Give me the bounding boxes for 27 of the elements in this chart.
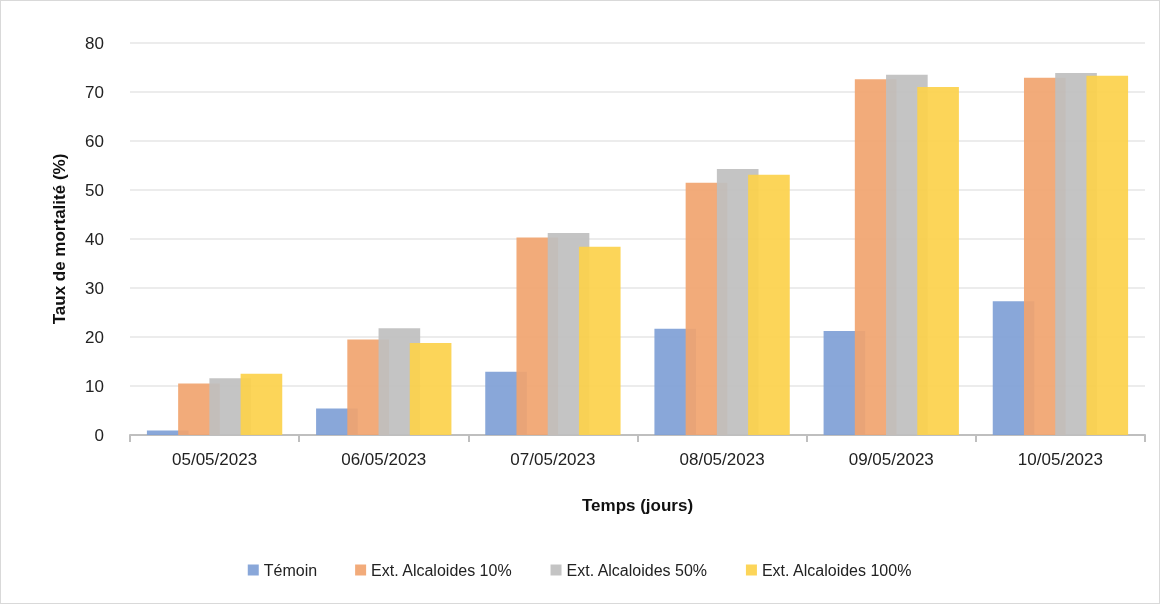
legend-label: Ext. Alcaloides 10% bbox=[371, 561, 512, 579]
x-tick-label: 10/05/2023 bbox=[1017, 450, 1103, 469]
bar bbox=[240, 373, 283, 435]
legend-label: Témoin bbox=[263, 561, 318, 579]
y-tick-label: 20 bbox=[85, 327, 104, 347]
x-tick-label: 07/05/2023 bbox=[510, 450, 596, 469]
y-axis-title: Taux de mortalité (%) bbox=[50, 153, 69, 325]
legend-label: Ext. Alcaloides 50% bbox=[566, 561, 708, 579]
x-axis-title: Temps (jours) bbox=[581, 496, 694, 515]
y-tick-label: 10 bbox=[85, 376, 104, 396]
x-tick-label: 06/05/2023 bbox=[341, 450, 427, 469]
x-tick-label: 08/05/2023 bbox=[679, 450, 765, 469]
y-tick-label: 50 bbox=[85, 180, 104, 200]
bar bbox=[409, 342, 452, 435]
legend-label: Ext. Alcaloides 100% bbox=[761, 561, 912, 579]
x-tick-label: 05/05/2023 bbox=[172, 450, 258, 469]
bar bbox=[748, 174, 790, 435]
bar bbox=[578, 246, 621, 435]
y-tick-label: 80 bbox=[85, 33, 104, 53]
y-tick-label: 60 bbox=[85, 131, 104, 151]
y-tick-label: 30 bbox=[85, 278, 104, 298]
y-tick-label: 70 bbox=[85, 82, 104, 102]
bar bbox=[1086, 75, 1129, 435]
x-tick-label: 09/05/2023 bbox=[848, 450, 934, 469]
bar bbox=[917, 87, 959, 435]
y-tick-label: 0 bbox=[94, 425, 104, 445]
y-tick-label: 40 bbox=[85, 229, 104, 249]
